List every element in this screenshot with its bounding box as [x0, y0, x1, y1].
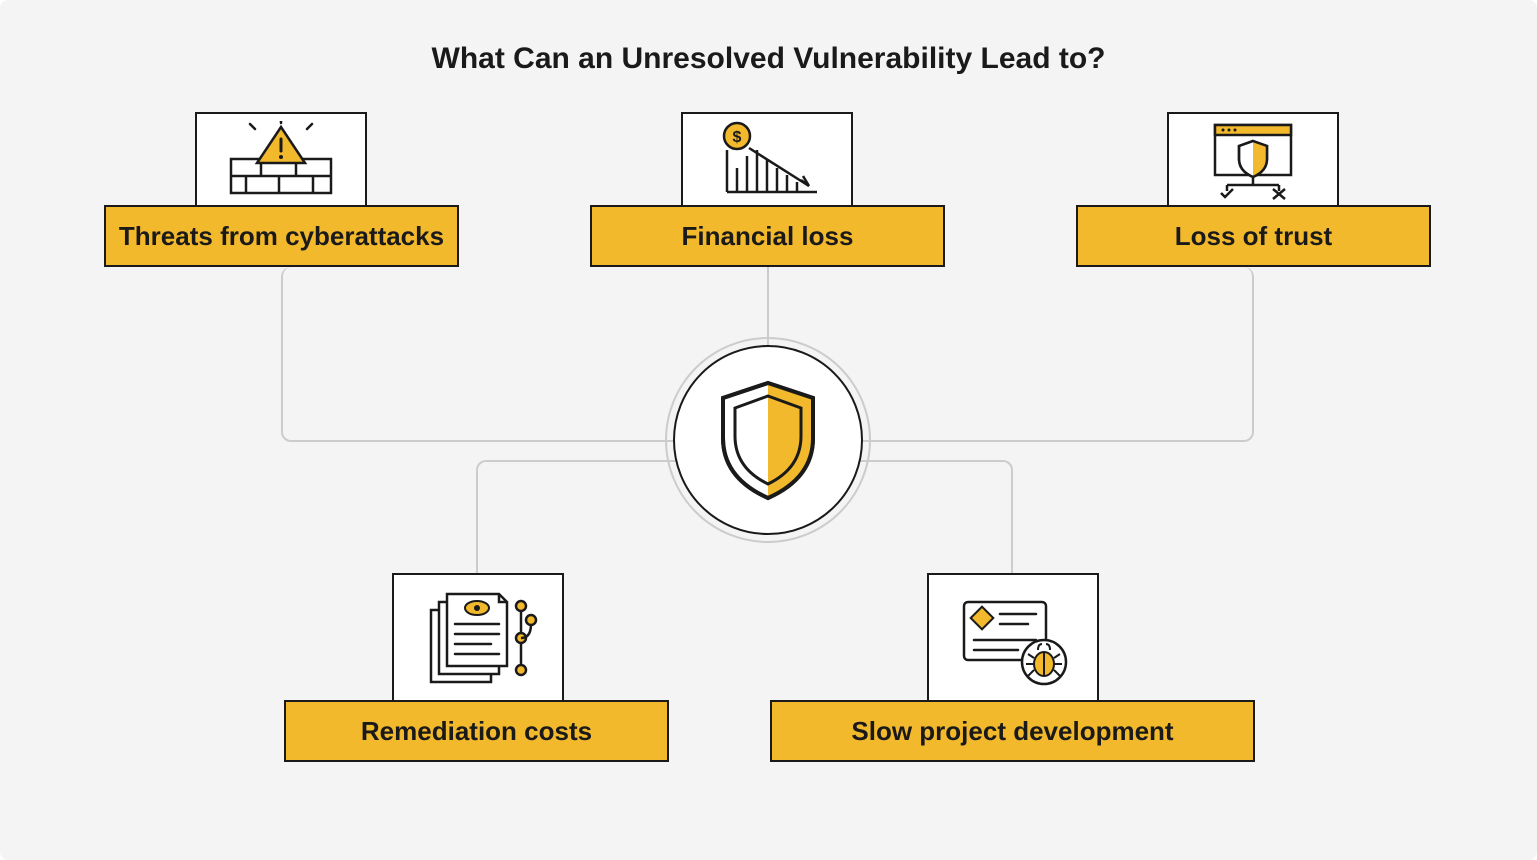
icon-box: $ [681, 112, 853, 207]
node-label: Remediation costs [361, 716, 592, 747]
center-shield [673, 345, 863, 535]
icon-box [195, 112, 367, 207]
icon-box [392, 573, 564, 702]
svg-text:$: $ [733, 129, 742, 146]
code-bug-icon [948, 584, 1078, 692]
label-box: Remediation costs [284, 700, 669, 762]
node-cyberattacks: Threats from cyberattacks [104, 112, 459, 267]
page-title: What Can an Unresolved Vulnerability Lea… [0, 42, 1537, 76]
label-box: Financial loss [590, 205, 945, 267]
label-box: Slow project development [770, 700, 1255, 762]
icon-box [1167, 112, 1339, 207]
infographic-canvas: What Can an Unresolved Vulnerability Lea… [0, 0, 1537, 860]
node-label: Threats from cyberattacks [119, 221, 444, 252]
node-trust: Loss of trust [1076, 112, 1431, 267]
icon-box [927, 573, 1099, 702]
node-label: Slow project development [851, 716, 1173, 747]
node-financial: $ Financial loss [590, 112, 945, 267]
connector [838, 267, 1254, 442]
chart-down-icon: $ [707, 120, 827, 200]
firewall-alert-icon [221, 121, 341, 199]
node-slowdev: Slow project development [770, 573, 1255, 762]
node-label: Financial loss [682, 221, 854, 252]
label-box: Threats from cyberattacks [104, 205, 459, 267]
shield-icon [713, 378, 823, 503]
documents-icon [413, 584, 543, 692]
label-box: Loss of trust [1076, 205, 1431, 267]
connector [281, 267, 701, 442]
browser-shield-icon [1193, 119, 1313, 201]
node-label: Loss of trust [1175, 221, 1332, 252]
node-remediation: Remediation costs [284, 573, 669, 762]
